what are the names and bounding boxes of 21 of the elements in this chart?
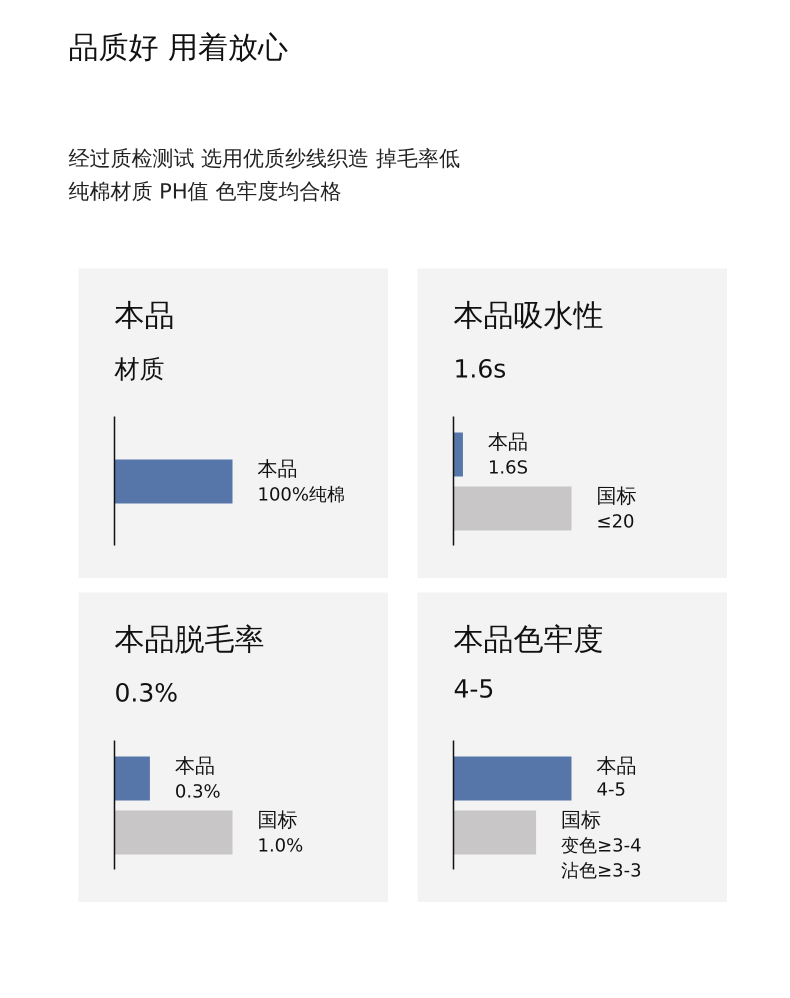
data-label: 0.3% [174, 782, 221, 802]
y-tick-label: 国标 [596, 484, 636, 508]
y-tick-label: 国标 [561, 808, 602, 832]
text: 纯棉材质 PH值 色牢度均合格 [68, 180, 342, 204]
text: 经过质检测试 选用优质纱线织造 掉毛率低 [68, 146, 460, 170]
data-label: 4-5 [596, 780, 626, 800]
chart-subtitle: 材质 [114, 354, 164, 384]
chart-title: 本品脱毛率 [114, 622, 264, 658]
data-label: ≤20 [596, 512, 634, 532]
data-label: 1.6S [488, 458, 528, 478]
chart-subtitle: 4-5 [454, 674, 494, 704]
data-label: 1.0% [258, 836, 304, 856]
chart-title: 本品 [114, 298, 174, 334]
data-label: 变色≥3-4 沾色≥3-3 [561, 836, 642, 882]
chart-subtitle: 0.3% [114, 678, 178, 708]
text: 品质好 用着放心 [68, 30, 288, 66]
chart-title: 本品吸水性 [454, 298, 604, 334]
chart-subtitle: 1.6s [454, 354, 506, 384]
y-tick-label: 国标 [258, 808, 298, 832]
data-label: 100%纯棉 [258, 484, 345, 506]
chart-title: 本品色牢度 [454, 622, 604, 658]
